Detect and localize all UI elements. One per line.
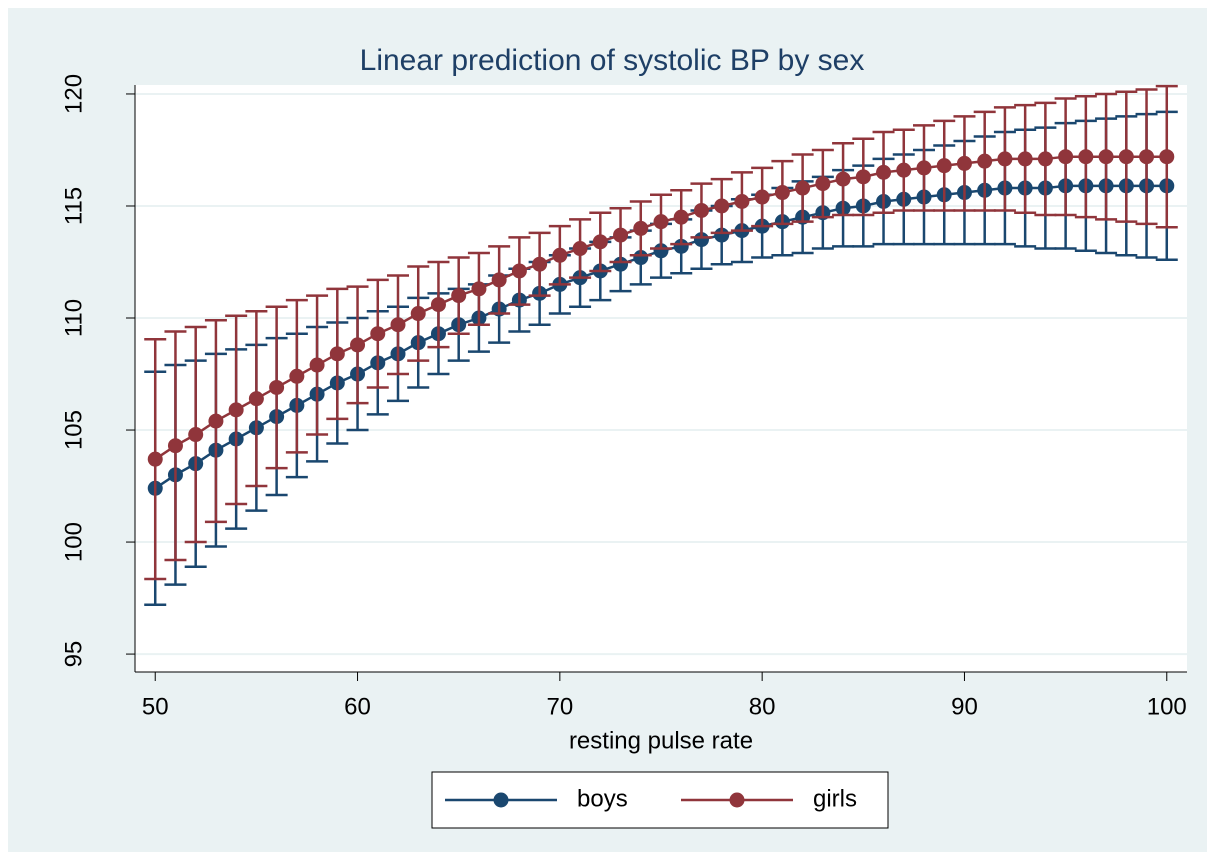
data-point [633, 220, 649, 236]
data-point [147, 451, 163, 467]
data-point [350, 337, 366, 353]
data-point [977, 153, 993, 169]
data-point [653, 243, 669, 259]
data-point [410, 306, 426, 322]
data-point [613, 256, 629, 272]
legend-label: boys [577, 785, 628, 812]
y-tick-label: 105 [60, 410, 87, 450]
plot-background [135, 85, 1187, 672]
data-point [309, 357, 325, 373]
data-point [471, 281, 487, 297]
y-tick-label: 120 [60, 74, 87, 114]
data-point [633, 250, 649, 266]
data-point [693, 202, 709, 218]
x-tick-label: 50 [142, 693, 169, 720]
data-point [511, 263, 527, 279]
data-point [167, 438, 183, 454]
data-point [1159, 149, 1175, 165]
data-point [491, 272, 507, 288]
data-point [289, 368, 305, 384]
y-tick-label: 115 [60, 187, 87, 225]
data-point [916, 160, 932, 176]
data-point [1017, 151, 1033, 167]
data-point [592, 234, 608, 250]
y-tick-label: 100 [60, 522, 87, 562]
data-point [1118, 149, 1134, 165]
data-point [1078, 149, 1094, 165]
data-point [653, 214, 669, 230]
data-point [714, 227, 730, 243]
data-point [1139, 149, 1155, 165]
y-tick-label: 95 [60, 641, 87, 668]
data-point [430, 297, 446, 313]
legend-marker [729, 792, 745, 808]
data-point [815, 176, 831, 192]
data-point [714, 198, 730, 214]
data-point [572, 241, 588, 257]
data-point [269, 379, 285, 395]
x-tick-label: 90 [951, 693, 978, 720]
data-point [936, 158, 952, 174]
data-point [1098, 149, 1114, 165]
data-point [734, 194, 750, 210]
data-point [451, 288, 467, 304]
data-point [855, 169, 871, 185]
data-point [1037, 151, 1053, 167]
data-point [329, 346, 345, 362]
data-point [673, 238, 689, 254]
data-point [1058, 149, 1074, 165]
data-point [188, 427, 204, 443]
x-tick-label: 80 [749, 693, 776, 720]
data-point [552, 247, 568, 263]
data-point [370, 326, 386, 342]
data-point [390, 317, 406, 333]
data-point [248, 391, 264, 407]
data-point [997, 151, 1013, 167]
x-tick-label: 100 [1147, 693, 1187, 720]
legend-marker [493, 792, 509, 808]
data-point [673, 209, 689, 225]
y-tick-label: 110 [60, 299, 87, 337]
chart-title: Linear prediction of systolic BP by sex [360, 44, 865, 77]
data-point [754, 189, 770, 205]
data-point [613, 227, 629, 243]
data-point [228, 402, 244, 418]
x-axis-label: resting pulse rate [569, 727, 753, 754]
data-point [693, 232, 709, 248]
data-point [795, 180, 811, 196]
data-point [835, 171, 851, 187]
x-tick-label: 70 [546, 693, 573, 720]
data-point [896, 162, 912, 178]
data-point [532, 256, 548, 272]
data-point [956, 155, 972, 171]
data-point [208, 413, 224, 429]
x-tick-label: 60 [344, 693, 371, 720]
data-point [774, 185, 790, 201]
data-point [876, 164, 892, 180]
legend-label: girls [813, 785, 857, 812]
